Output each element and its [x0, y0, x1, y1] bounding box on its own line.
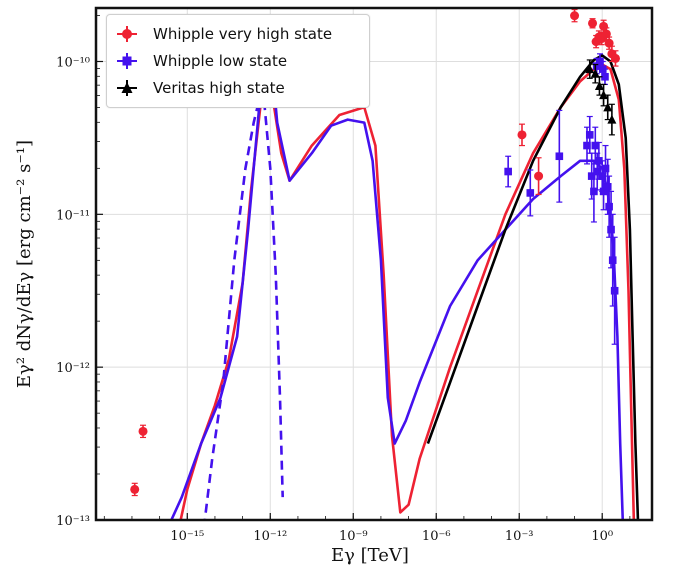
y-tick-label: 10⁻¹²: [56, 361, 90, 376]
x-tick-label: 10⁻¹²: [253, 529, 287, 544]
y-tick-label: 10⁻¹³: [56, 514, 90, 529]
x-tick-label: 10⁻¹⁵: [170, 529, 204, 544]
point-whipple-low-state: [555, 109, 564, 203]
data-points: [130, 8, 620, 497]
legend-item-veritas: Veritas high state: [115, 75, 285, 101]
curve-model-low-state-dashed: [203, 98, 284, 520]
point-veritas-high-state: [599, 83, 609, 107]
x-tick-label: 10⁻⁹: [339, 529, 368, 544]
y-tick-label: 10⁻¹⁰: [56, 55, 90, 70]
point-whipple-low-state: [504, 155, 512, 188]
point-whipple-very-high-state: [610, 50, 620, 67]
legend-item-low: Whipple low state: [115, 48, 287, 74]
point-whipple-very-high-state: [130, 482, 140, 497]
point-whipple-very-high-state: [570, 8, 580, 23]
x-tick-label: 10⁻³: [505, 529, 534, 544]
legend-marker-square-icon: [117, 53, 137, 69]
legend-label-very-high: Whipple very high state: [153, 25, 333, 43]
plot-frame: [94, 6, 654, 522]
legend: Whipple very high state Whipple low stat…: [106, 14, 370, 108]
x-tick-label: 10⁰: [591, 529, 613, 544]
point-veritas-high-state: [590, 63, 600, 84]
point-whipple-very-high-state: [534, 157, 544, 196]
curve-model-low-state: [169, 60, 625, 520]
legend-label-veritas: Veritas high state: [153, 79, 285, 97]
x-axis-label: Eγ [TeV]: [331, 545, 409, 566]
point-whipple-very-high-state: [588, 18, 598, 29]
point-veritas-high-state: [585, 59, 595, 79]
legend-item-very-high: Whipple very high state: [115, 21, 332, 47]
point-whipple-low-state: [610, 236, 619, 345]
legend-label-low: Whipple low state: [153, 52, 288, 70]
point-whipple-very-high-state: [138, 424, 148, 439]
legend-marker-triangle-icon: [117, 80, 137, 96]
legend-marker-circle-icon: [117, 26, 137, 42]
point-whipple-low-state: [526, 169, 535, 217]
y-axis-label: Eγ² dNγ/dEγ [erg cm⁻² s⁻¹]: [14, 140, 35, 388]
point-whipple-very-high-state: [517, 123, 527, 147]
point-veritas-high-state: [607, 103, 617, 136]
point-veritas-high-state: [603, 94, 613, 121]
point-whipple-low-state: [607, 190, 615, 269]
x-tick-label: 10⁻⁶: [422, 529, 451, 544]
x-axis-ticks: 10⁻¹⁵ 10⁻¹² 10⁻⁹ 10⁻⁶ 10⁻³ 10⁰: [103, 513, 631, 544]
y-tick-label: 10⁻¹¹: [56, 208, 90, 223]
